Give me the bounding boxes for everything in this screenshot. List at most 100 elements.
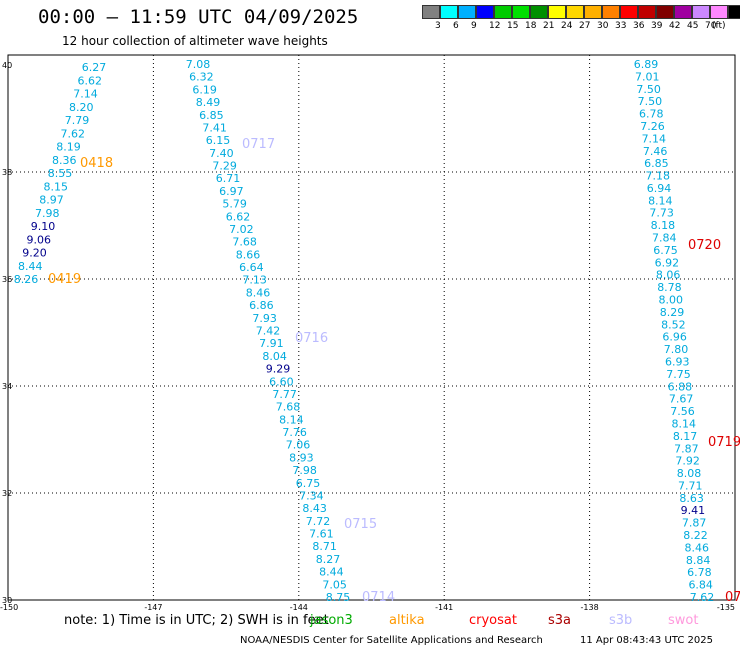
legend-label: 9 — [471, 21, 477, 31]
wave-height-value: 7.01 — [635, 70, 660, 83]
wave-height-value: 9.10 — [31, 220, 56, 233]
legend-label: 21 — [543, 21, 555, 31]
wave-height-value: 8.71 — [312, 540, 337, 553]
wave-height-value: 6.85 — [644, 157, 669, 170]
wave-height-value: 6.27 — [82, 61, 107, 74]
legend-label: 70 — [705, 21, 717, 31]
wave-height-value: 9.41 — [681, 504, 706, 517]
wave-height-value: 8.97 — [39, 194, 64, 207]
lon-axis-label: -138 — [581, 603, 599, 612]
wave-height-value: 6.84 — [688, 579, 713, 592]
wave-height-value: 8.27 — [316, 553, 341, 566]
wave-height-value: 8.63 — [679, 492, 704, 505]
wave-height-value: 7.68 — [232, 236, 257, 249]
satellite-legend-item: jason3 — [310, 613, 353, 628]
legend-label: 18 — [525, 21, 537, 31]
wave-height-value: 8.46 — [685, 541, 710, 554]
wave-height-value: 6.62 — [226, 210, 251, 223]
pass-time-label: 0715 — [344, 517, 377, 532]
wave-height-value: 7.40 — [209, 147, 234, 160]
wave-height-value: 6.60 — [269, 375, 294, 388]
legend-swatch — [530, 5, 548, 19]
wave-height-value: 7.87 — [674, 442, 699, 455]
wave-height-value: 7.98 — [292, 464, 317, 477]
wave-height-value: 8.00 — [658, 294, 683, 307]
wave-height-value: 7.56 — [670, 405, 695, 418]
wave-height-value: 7.08 — [186, 58, 211, 71]
wave-height-value: 7.18 — [645, 170, 670, 183]
legend-swatch — [728, 5, 740, 19]
wave-height-value: 7.14 — [73, 88, 98, 101]
wave-height-value: 7.26 — [640, 120, 665, 133]
wave-height-value: 7.42 — [256, 325, 281, 338]
wave-height-value: 8.29 — [660, 306, 685, 319]
wave-height-value: 5.79 — [222, 198, 247, 211]
legend-swatch — [620, 5, 638, 19]
wave-height-value: 8.22 — [683, 529, 708, 542]
wave-height-value: 7.05 — [322, 578, 347, 591]
pass-time-label: 0719 — [708, 435, 740, 450]
wave-height-value: 8.04 — [262, 350, 287, 363]
wave-height-value: 7.50 — [636, 83, 661, 96]
satellite-legend-item: swot — [668, 613, 699, 628]
wave-height-value: 8.14 — [648, 194, 673, 207]
map-frame — [7, 54, 736, 601]
legend-swatch — [638, 5, 656, 19]
wave-height-value: 7.41 — [202, 121, 227, 134]
wave-height-value: 7.71 — [678, 479, 703, 492]
wave-height-value: 7.34 — [299, 489, 324, 502]
wave-height-value: 8.18 — [651, 219, 676, 232]
legend-swatch — [710, 5, 728, 19]
wave-height-value: 8.15 — [44, 180, 69, 193]
wave-height-value: 8.08 — [677, 467, 702, 480]
wave-height-value: 7.93 — [252, 312, 277, 325]
lat-axis-label: 38 — [2, 168, 12, 177]
wave-height-value: 6.71 — [216, 172, 241, 185]
wave-height-value: 8.14 — [672, 417, 697, 430]
legend-label: 24 — [561, 21, 573, 31]
wave-height-value: 8.36 — [52, 154, 77, 167]
wave-height-value: 8.78 — [657, 281, 682, 294]
wave-height-value: 6.75 — [653, 244, 678, 257]
wave-height-value: 8.20 — [69, 101, 94, 114]
wave-height-value: 6.75 — [296, 477, 321, 490]
wave-height-value: 7.87 — [682, 517, 707, 530]
legend-label: 3 — [435, 21, 441, 31]
wave-height-value: 7.80 — [664, 343, 689, 356]
legend-label: 30 — [597, 21, 609, 31]
pass-time-label: 0714 — [362, 590, 395, 605]
wave-height-value: 9.29 — [266, 363, 291, 376]
wave-height-value: 8.44 — [18, 260, 43, 273]
wave-height-value: 7.79 — [65, 114, 90, 127]
wave-height-value: 6.96 — [662, 331, 687, 344]
wave-height-value: 6.93 — [665, 355, 690, 368]
wave-height-value: 7.62 — [61, 127, 86, 140]
wave-height-value: 7.14 — [642, 132, 667, 145]
wave-height-value: 6.89 — [634, 58, 659, 71]
wave-height-value: 9.06 — [27, 233, 52, 246]
pass-time-label: 0720 — [688, 238, 721, 253]
footer-credit: NOAA/NESDIS Center for Satellite Applica… — [240, 635, 543, 646]
wave-height-value: 7.46 — [643, 145, 668, 158]
lon-axis-label: -150 — [0, 603, 18, 612]
footer-note: note: 1) Time is in UTC; 2) SWH is in fe… — [64, 613, 329, 628]
wave-height-value: 8.17 — [673, 430, 698, 443]
wave-height-value: 8.43 — [302, 502, 327, 515]
wave-height-value: 7.76 — [282, 426, 307, 439]
wave-height-value: 7.77 — [272, 388, 297, 401]
wave-height-value: 7.02 — [229, 223, 254, 236]
wave-height-value: 6.86 — [249, 299, 274, 312]
wave-height-value: 8.46 — [246, 286, 271, 299]
legend-swatch — [548, 5, 566, 19]
pass-time-label: 0419 — [48, 272, 81, 287]
legend-label: 27 — [579, 21, 591, 31]
lon-axis-label: -141 — [435, 603, 453, 612]
wave-height-value: 8.55 — [48, 167, 73, 180]
wave-height-value: 7.73 — [649, 207, 674, 220]
wave-height-value: 6.92 — [655, 256, 680, 269]
legend-label: 42 — [669, 21, 681, 31]
pass-time-label: 0716 — [295, 331, 328, 346]
wave-height-value: 8.75 — [326, 591, 351, 604]
